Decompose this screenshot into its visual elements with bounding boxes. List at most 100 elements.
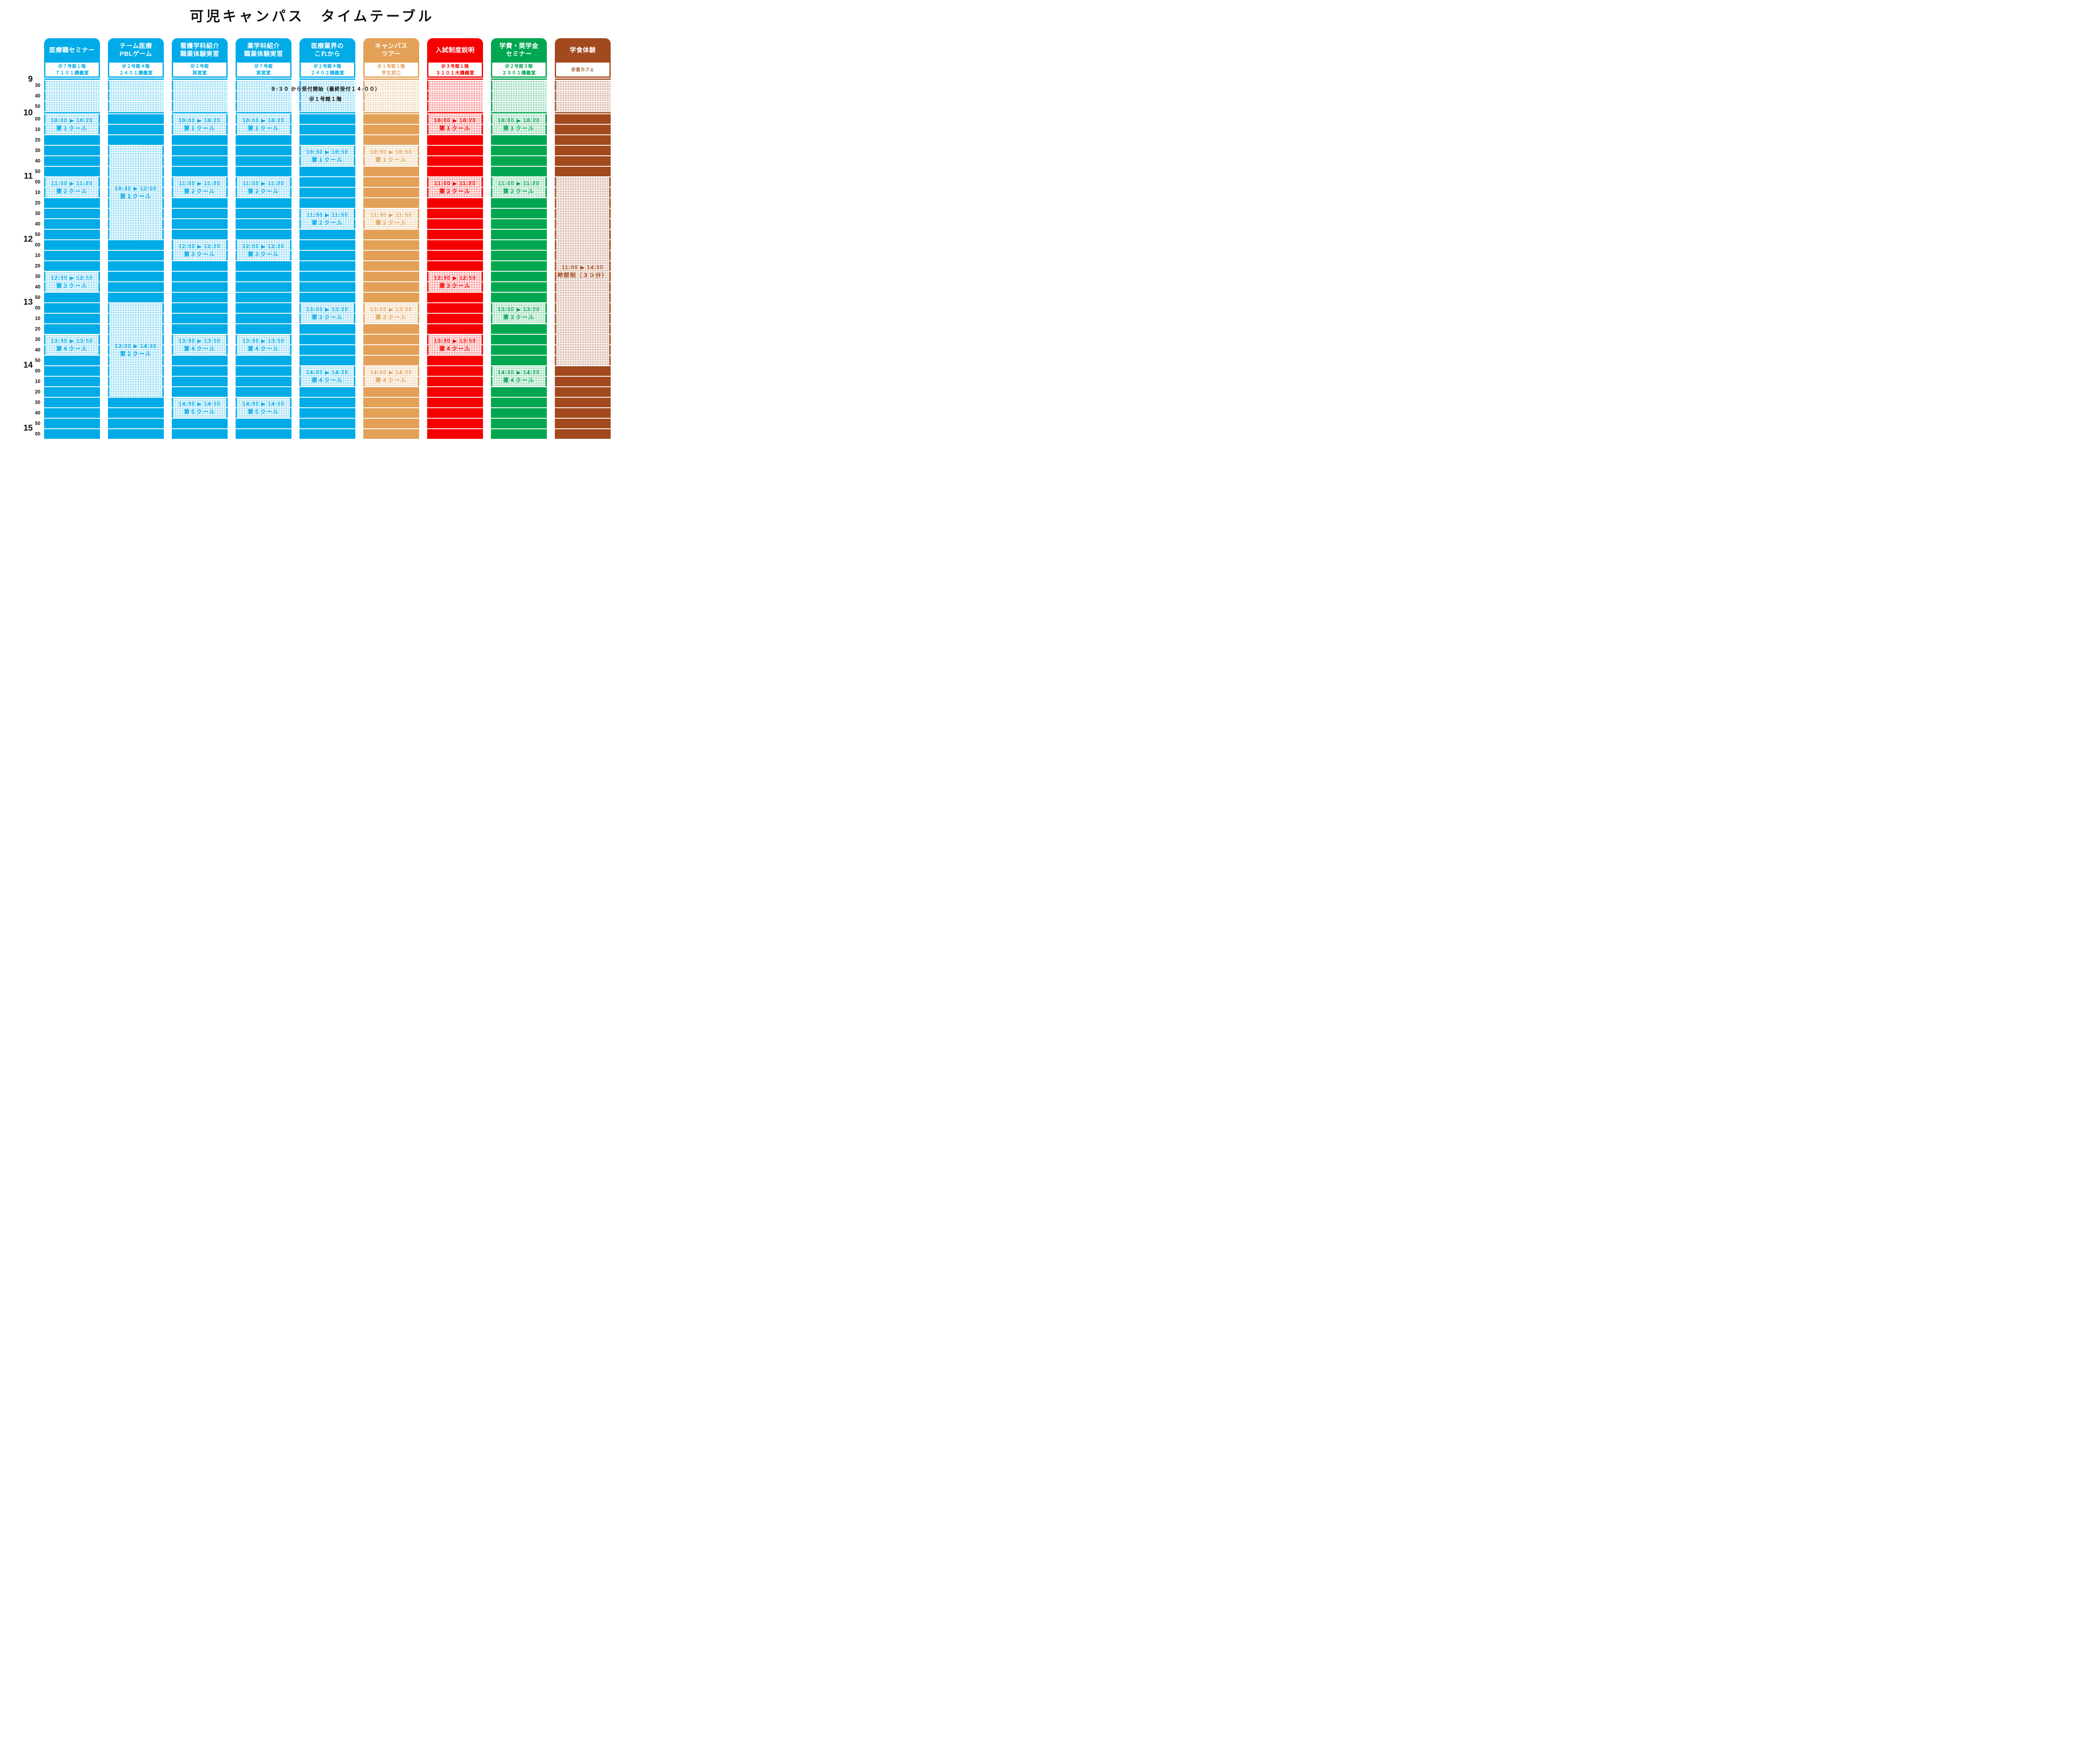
reception-note-line2: ＠１号館１階 xyxy=(309,96,342,102)
time-band xyxy=(427,387,483,397)
hour-divider-bar xyxy=(491,112,547,113)
room-box: ＠２号館３階 ２３０１講義室 xyxy=(491,63,547,78)
time-band xyxy=(491,135,547,145)
time-band xyxy=(236,293,291,302)
time-band xyxy=(172,167,228,176)
hour-divider-bar xyxy=(427,112,483,113)
room-box: ＠２号館４階 ２４０２講義室 xyxy=(299,63,355,78)
time-band xyxy=(363,167,419,176)
time-band xyxy=(491,282,547,292)
time-band xyxy=(363,240,419,250)
hour-label: 14 xyxy=(23,360,33,370)
reception-band xyxy=(172,102,228,111)
time-band xyxy=(299,293,355,302)
time-band xyxy=(236,230,291,239)
time-band xyxy=(555,114,611,124)
event-round-label: 第３クール xyxy=(247,251,279,257)
time-band xyxy=(427,198,483,208)
minute-label: 10 xyxy=(35,127,40,132)
time-band xyxy=(363,293,419,302)
grid-top-bar xyxy=(363,79,419,80)
column-title-line: セミナー xyxy=(506,50,532,58)
event-round-label: 第３クール xyxy=(375,314,407,320)
grid-top-bar xyxy=(491,79,547,80)
event-time: 10:30 ▶ 10:50 xyxy=(370,149,412,155)
time-band xyxy=(236,146,291,155)
location-label: ＠２号館３階 xyxy=(505,63,533,69)
column-title-line: 学費・奨学金 xyxy=(499,42,538,50)
column-tuition-scholarship: 学費・奨学金 セミナー ＠２号館３階 ２３０１講義室 10:00 ▶ 10:20 第１クー… xyxy=(491,38,547,442)
time-band xyxy=(427,135,483,145)
time-band xyxy=(172,230,228,239)
event-block-medical-industry-future: 11:30 ▶ 11:50 第２クール xyxy=(301,209,354,229)
event-block-campus-tour: 10:30 ▶ 10:50 第１クール xyxy=(365,146,418,166)
time-band xyxy=(44,135,100,145)
event-time: 14:30 ▶ 14:50 xyxy=(178,401,221,407)
time-band xyxy=(427,324,483,334)
time-band xyxy=(44,156,100,166)
time-band xyxy=(555,167,611,176)
event-block-medical-industry-future: 13:00 ▶ 13:20 第３クール xyxy=(301,303,354,323)
reception-band xyxy=(555,81,611,90)
time-band xyxy=(108,293,164,302)
time-band xyxy=(172,156,228,166)
hour-divider-bar xyxy=(108,112,164,113)
time-band xyxy=(363,251,419,260)
event-time: 11:00 ▶ 11:20 xyxy=(51,180,93,186)
time-band xyxy=(427,366,483,376)
time-band xyxy=(491,240,547,250)
time-band xyxy=(363,408,419,418)
event-block-campus-tour: 11:30 ▶ 11:50 第２クール xyxy=(365,209,418,229)
reception-band xyxy=(108,81,164,90)
column-header-admission-system: 入試制度説明 xyxy=(427,38,483,63)
time-band xyxy=(44,240,100,250)
event-round-label: 第２クール xyxy=(56,188,88,194)
event-block-campus-tour: 13:00 ▶ 13:20 第３クール xyxy=(365,303,418,323)
time-band xyxy=(299,324,355,334)
event-round-label: 第１クール xyxy=(184,125,215,131)
time-band xyxy=(427,429,483,439)
time-band xyxy=(172,303,228,313)
time-band xyxy=(44,377,100,386)
time-band xyxy=(299,398,355,407)
event-block-campus-tour: 14:00 ▶ 14:20 第４クール xyxy=(365,366,418,386)
column-header-medical-seminar: 医療職セミナー xyxy=(44,38,100,63)
minute-label: 50 xyxy=(35,421,40,426)
event-round-label: 第２クール xyxy=(184,188,215,194)
column-title-line: 学食体験 xyxy=(570,46,596,54)
time-band xyxy=(491,335,547,344)
minute-label: 30 xyxy=(35,83,40,88)
event-round-label: 第３クール xyxy=(56,282,88,289)
reception-band xyxy=(555,102,611,111)
time-band xyxy=(491,230,547,239)
reception-band xyxy=(299,81,355,90)
time-band xyxy=(491,251,547,260)
column-title-line: 職業体験実習 xyxy=(244,50,283,58)
time-band xyxy=(172,282,228,292)
room-label: 実習室 xyxy=(256,71,271,76)
hour-divider-bar xyxy=(299,112,355,113)
event-time: 10:00 ▶ 10:20 xyxy=(51,117,93,123)
reception-band xyxy=(236,81,291,90)
event-round-label: 第１クール xyxy=(503,125,535,131)
grid-top-bar xyxy=(299,79,355,80)
event-time: 12:00 ▶ 12:20 xyxy=(242,243,285,249)
event-round-label: 第３クール xyxy=(311,314,343,320)
event-round-label: 第１クール xyxy=(311,156,343,163)
time-band xyxy=(108,114,164,124)
event-block-nursing-intro: 14:30 ▶ 14:50 第５クール xyxy=(173,398,226,418)
location-label: ＠１号館１階 xyxy=(377,63,405,69)
time-band xyxy=(236,261,291,271)
column-header-cafeteria-experience: 学食体験 xyxy=(555,38,611,63)
hour-label: 12 xyxy=(23,234,33,244)
event-time: 12:00 ▶ 12:20 xyxy=(178,243,221,249)
event-time: 13:00 ▶ 13:20 xyxy=(498,306,540,312)
time-band xyxy=(299,230,355,239)
event-block-tuition-scholarship: 13:00 ▶ 13:20 第３クール xyxy=(492,303,546,323)
room-label: ２４０２講義室 xyxy=(310,71,344,76)
column-cafeteria-experience: 学食体験 ＠音カフェ 11:00 ▶ 14:00 時間制（３０分） xyxy=(555,38,611,442)
event-round-label: 第１クール xyxy=(56,125,88,131)
time-band xyxy=(363,188,419,197)
time-band xyxy=(491,293,547,302)
time-band xyxy=(299,198,355,208)
